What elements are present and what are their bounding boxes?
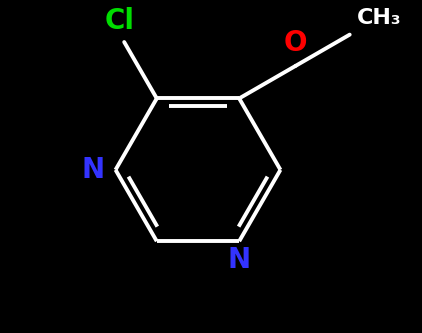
Text: N: N bbox=[82, 156, 105, 184]
Text: N: N bbox=[227, 245, 251, 274]
Text: Cl: Cl bbox=[105, 7, 135, 35]
Text: O: O bbox=[284, 29, 307, 57]
Text: CH₃: CH₃ bbox=[357, 8, 401, 28]
